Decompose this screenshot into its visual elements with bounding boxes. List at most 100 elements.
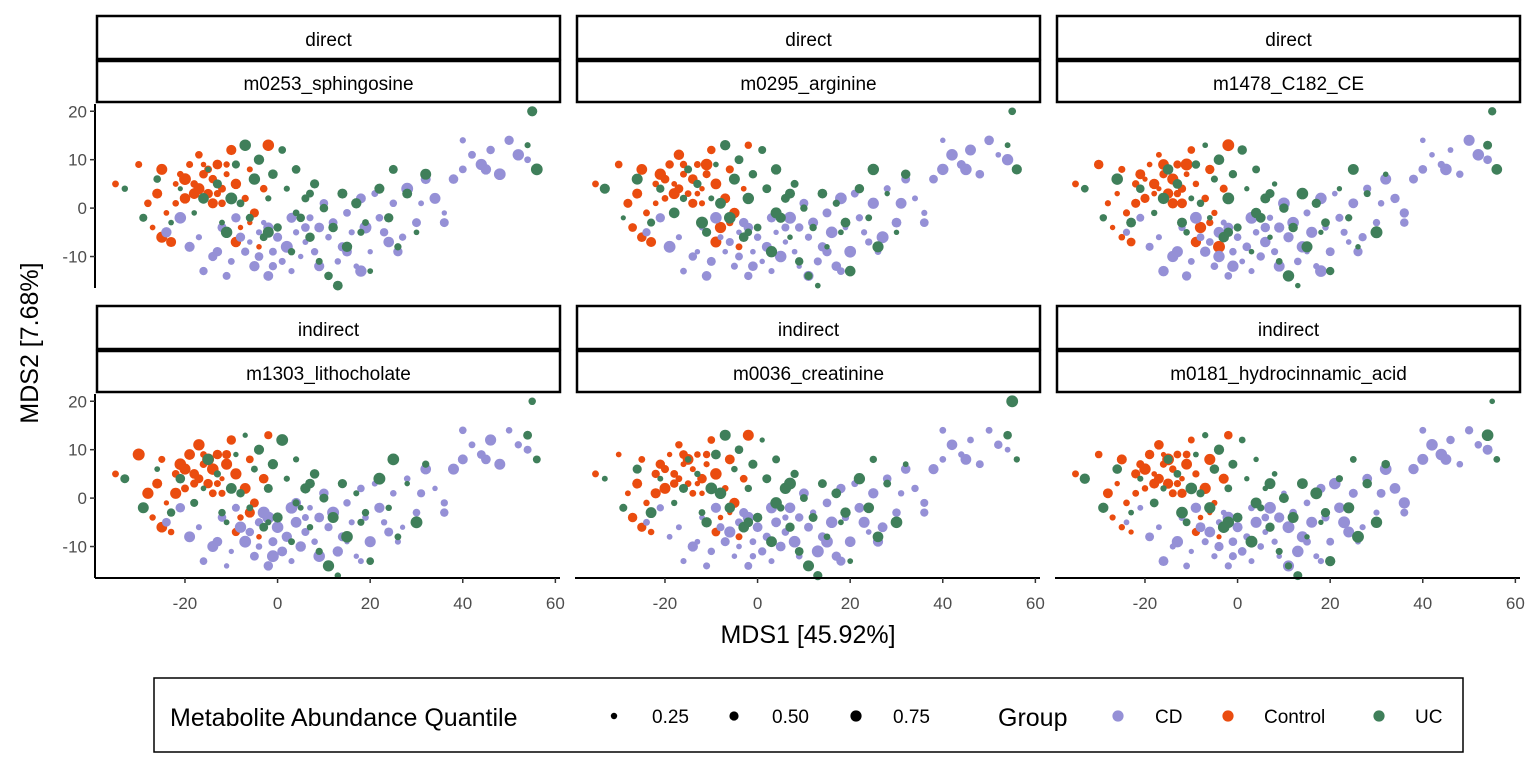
points-layer [592, 107, 1022, 289]
point-cd [1293, 257, 1302, 266]
point-uc [1250, 207, 1262, 219]
point-uc [231, 160, 240, 169]
point-uc [120, 474, 130, 484]
point-cd [1409, 174, 1418, 184]
point-cd [877, 522, 888, 533]
x-tick-label: 60 [546, 594, 565, 613]
point-control [707, 436, 716, 444]
point-cd [1472, 149, 1485, 161]
point-cd [1260, 222, 1271, 233]
point-uc [1248, 248, 1255, 255]
x-tick-label: 20 [1321, 594, 1340, 613]
point-cd [919, 218, 929, 227]
point-control [700, 158, 713, 171]
point-cd [374, 502, 385, 513]
point-cd [1183, 562, 1191, 570]
point-cd [1292, 545, 1304, 558]
point-uc [632, 464, 642, 474]
point-control [1118, 233, 1126, 241]
point-cd [788, 535, 801, 548]
color-legend-label-cd: CD [1155, 707, 1182, 728]
point-cd [1456, 460, 1464, 468]
point-cd [245, 527, 255, 537]
point-control [246, 166, 253, 173]
point-control [744, 141, 753, 149]
point-cd [241, 247, 250, 256]
point-uc [728, 173, 740, 185]
point-control [1169, 465, 1177, 473]
point-cd [288, 558, 295, 565]
point-control [237, 224, 244, 231]
point-uc [1136, 184, 1145, 193]
point-uc [762, 474, 772, 484]
point-cd [1196, 233, 1205, 242]
points-layer [112, 106, 543, 291]
point-uc [528, 397, 536, 406]
point-control [163, 500, 170, 506]
point-cd [235, 232, 246, 242]
point-control [1123, 499, 1130, 507]
point-cd [458, 426, 467, 435]
point-cd [825, 516, 838, 529]
point-uc [1489, 398, 1496, 405]
point-uc [1079, 473, 1090, 484]
point-uc [770, 164, 782, 175]
point-control [643, 499, 650, 507]
point-cd [781, 223, 790, 232]
point-control [693, 161, 701, 168]
point-cd [706, 256, 716, 266]
point-uc [319, 203, 329, 213]
point-uc [1304, 534, 1310, 540]
point-cd [1232, 522, 1243, 533]
point-cd [975, 460, 984, 469]
point-cd [844, 245, 857, 258]
point-uc [305, 478, 315, 489]
point-uc [766, 536, 777, 548]
point-uc [262, 226, 274, 238]
point-cd [1256, 252, 1265, 261]
point-control [179, 463, 191, 475]
point-control [1114, 190, 1120, 197]
point-cd [271, 521, 284, 533]
point-control [651, 469, 660, 479]
point-uc [1267, 234, 1273, 240]
point-cd [937, 163, 949, 176]
point-cd [255, 543, 263, 550]
point-control [1146, 161, 1153, 168]
point-cd [199, 266, 208, 276]
strip-top-box [1055, 304, 1522, 351]
point-uc [1222, 516, 1235, 529]
strip-bottom-box [1055, 59, 1522, 104]
point-uc [248, 173, 261, 185]
point-control [592, 470, 599, 478]
point-uc [373, 472, 386, 485]
point-control [735, 243, 743, 251]
point-cd [984, 135, 994, 146]
point-uc [731, 465, 738, 473]
point-cd [301, 223, 310, 232]
point-uc [1188, 195, 1195, 202]
point-control [623, 198, 633, 208]
point-uc [1282, 270, 1295, 282]
point-cd [1317, 557, 1325, 565]
point-cd [1419, 137, 1426, 144]
point-uc [1370, 226, 1383, 239]
point-uc [772, 455, 781, 464]
point-cd [758, 547, 767, 556]
point-cd [367, 249, 373, 255]
point-control [1197, 514, 1204, 521]
point-cd [768, 558, 775, 565]
point-cd [1001, 154, 1014, 166]
point-cd [485, 434, 497, 446]
point-control [249, 498, 259, 508]
point-cd [860, 229, 868, 236]
point-cd [1306, 226, 1318, 238]
point-control [152, 188, 163, 199]
point-cd [883, 185, 891, 193]
point-cd [174, 212, 187, 224]
point-control [1173, 160, 1182, 169]
point-cd [1482, 444, 1493, 455]
point-uc [744, 484, 752, 493]
point-uc [720, 140, 731, 151]
point-cd [995, 151, 1002, 158]
